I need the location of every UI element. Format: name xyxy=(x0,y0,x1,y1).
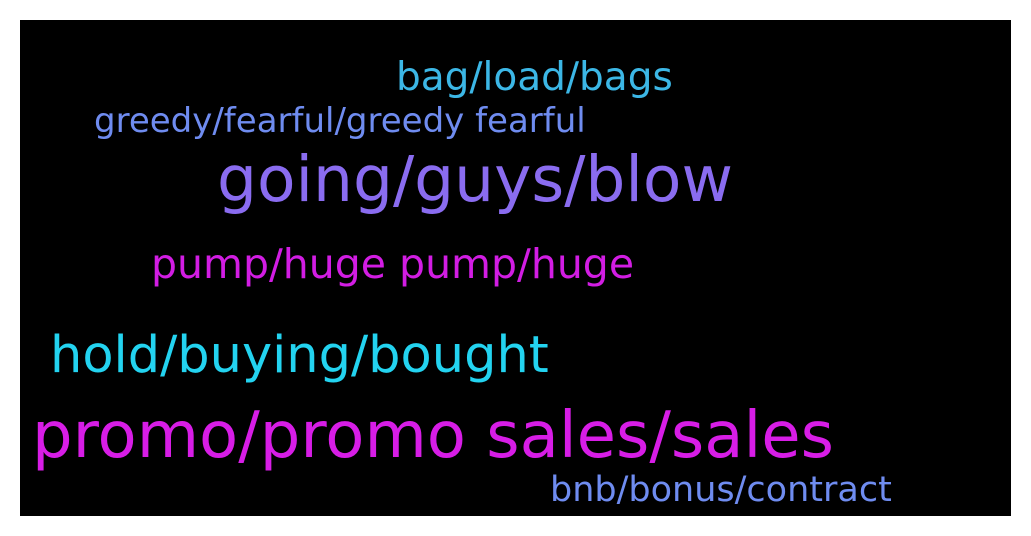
word-greedy-fearful: greedy/fearful/greedy fearful xyxy=(94,101,586,141)
word-hold-buying-bought: hold/buying/bought xyxy=(50,326,549,385)
word-cloud: bag/load/bags greedy/fearful/greedy fear… xyxy=(20,20,1011,516)
word-promo-sales: promo/promo sales/sales xyxy=(32,399,834,473)
word-bnb-bonus-contract: bnb/bonus/contract xyxy=(550,470,892,510)
word-pump-huge: pump/huge pump/huge xyxy=(151,240,635,288)
word-bag-load-bags: bag/load/bags xyxy=(396,55,673,100)
word-going-guys-blow: going/guys/blow xyxy=(217,143,733,216)
